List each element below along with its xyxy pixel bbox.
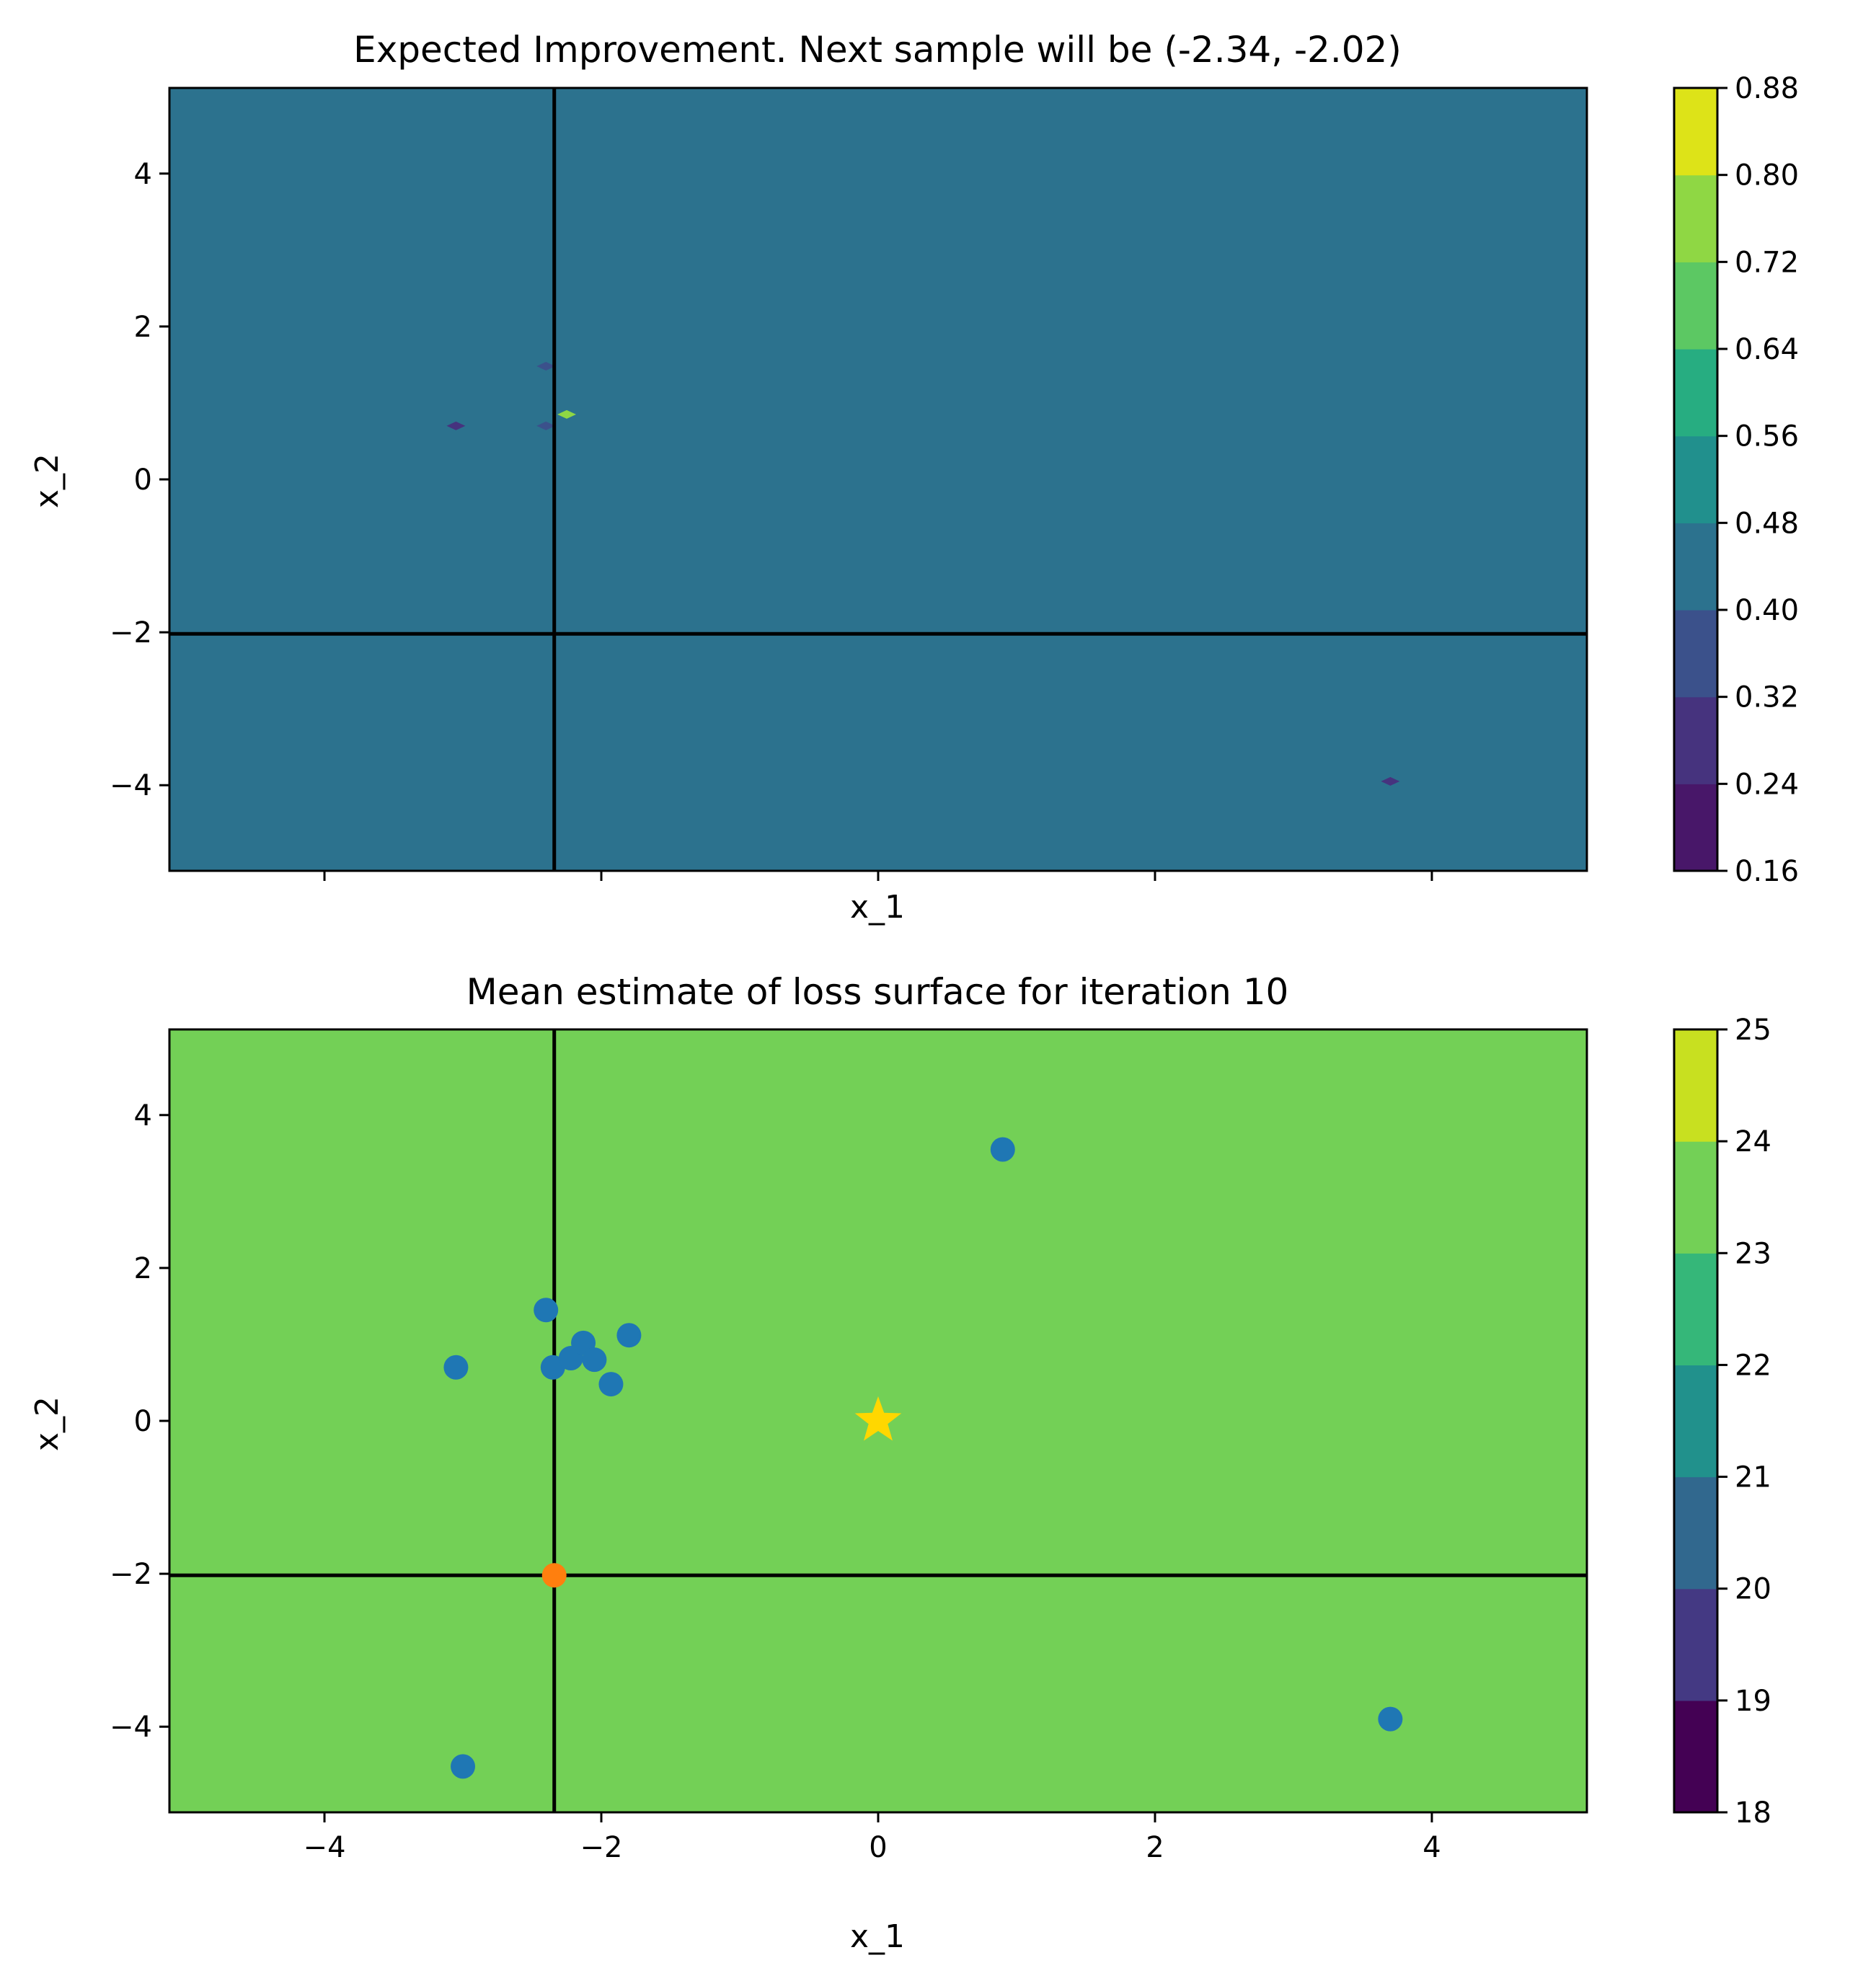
mean-title: Mean estimate of loss surface for iterat… [466,971,1289,1013]
ei-y-tick-label: 2 [134,311,152,344]
ei-x-axis-label: x_1 [850,889,905,926]
mean-colorbar-tick-label: 24 [1735,1125,1771,1158]
mean-estimate-panel: Mean estimate of loss surface for iterat… [29,971,1771,1955]
mean-x-tick-label: −2 [580,1831,623,1864]
mean-colorbar-band [1674,1476,1717,1590]
mean-colorbar-tick-label: 20 [1735,1573,1771,1606]
ei-colorbar-band [1674,174,1717,262]
mean-x-axis-label: x_1 [850,1918,905,1955]
ei-contour-feature-2 [536,421,556,430]
ei-colorbar-band [1674,88,1717,176]
mean-x-tick-label: 2 [1146,1831,1164,1864]
mean-sample-point [598,1372,624,1397]
mean-colorbar-tick-label: 25 [1735,1014,1771,1047]
ei-colorbar-tick-label: 0.88 [1735,72,1799,105]
mean-y-tick-label: 4 [134,1099,152,1133]
ei-y-tick-label: −4 [110,769,152,802]
ei-colorbar-band [1674,696,1717,784]
mean-x-tick-label: −4 [304,1831,346,1864]
ei-y-tick-label: 4 [134,158,152,191]
mean-colorbar-tick-label: 19 [1735,1685,1771,1718]
ei-colorbar-band [1674,435,1717,523]
mean-colorbar-band [1674,1588,1717,1701]
mean-y-tick-label: 0 [134,1405,152,1438]
mean-sample-point [990,1137,1015,1162]
expected-improvement-panel: Expected Improvement. Next sample will b… [29,29,1799,926]
mean-colorbar-tick-label: 22 [1735,1349,1771,1382]
mean-colorbar-band [1674,1253,1717,1366]
mean-y-tick-label: 2 [134,1252,152,1285]
ei-y-tick-label: 0 [134,464,152,497]
ei-colorbar-tick-label: 0.32 [1735,681,1799,714]
mean-sample-point [451,1754,476,1779]
mean-colorbar-tick-label: 23 [1735,1237,1771,1270]
ei-colorbar-tick-label: 0.40 [1735,594,1799,627]
ei-colorbar-band [1674,610,1717,698]
mean-sample-point [534,1298,559,1323]
ei-y-tick-label: −2 [110,616,152,650]
mean-y-axis-label: x_2 [29,1396,66,1451]
ei-title: Expected Improvement. Next sample will b… [353,29,1402,71]
mean-colorbar-band [1674,1141,1717,1254]
mean-colorbar-band [1674,1029,1717,1142]
ei-colorbar-band [1674,349,1717,437]
ei-contour-feature-3 [557,409,577,419]
ei-contour-feature-0 [446,421,466,430]
mean-y-tick-label: −2 [110,1558,152,1591]
ei-colorbar-band [1674,784,1717,872]
ei-contour-feature-1 [536,362,556,371]
mean-colorbar-tick-label: 21 [1735,1461,1771,1494]
ei-colorbar-frame [1673,87,1719,872]
ei-colorbar-band [1674,262,1717,350]
mean-x-tick-label: 0 [869,1831,887,1864]
ei-colorbar-tick-label: 0.64 [1735,333,1799,366]
mean-optimum-star [854,1396,902,1441]
mean-x-tick-label: 4 [1423,1831,1441,1864]
mean-sample-point [1378,1706,1403,1732]
mean-colorbar-band [1674,1365,1717,1478]
ei-colorbar-tick-label: 0.16 [1735,855,1799,888]
ei-y-axis-label: x_2 [29,453,66,508]
mean-colorbar-frame [1673,1028,1719,1814]
ei-colorbar-band [1674,523,1717,611]
ei-contour-fill [169,88,1587,871]
ei-contour-feature-4 [1381,776,1400,786]
mean-sample-point [616,1323,642,1348]
ei-colorbar-tick-label: 0.48 [1735,507,1799,540]
ei-colorbar-tick-label: 0.80 [1735,159,1799,192]
mean-colorbar-band [1674,1700,1717,1813]
ei-colorbar-tick-label: 0.24 [1735,768,1799,801]
mean-sample-point [582,1347,607,1373]
mean-sample-point [443,1355,469,1380]
mean-y-tick-label: −4 [110,1711,152,1744]
mean-next-sample-point [541,1563,567,1588]
ei-colorbar-tick-label: 0.56 [1735,420,1799,453]
ei-colorbar-tick-label: 0.72 [1735,246,1799,279]
mean-colorbar-tick-label: 18 [1735,1796,1771,1830]
